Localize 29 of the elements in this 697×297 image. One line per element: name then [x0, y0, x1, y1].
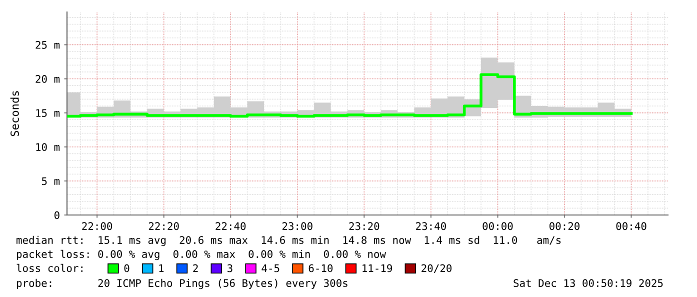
legend-label: 1: [159, 264, 164, 272]
text: median rtt: 15.1 ms avg 20.6 ms max 14.6 ms min 14.8 ms now 1.4 ms sd 11.0 am/s: [16, 236, 561, 246]
legend-label: 0: [124, 264, 130, 272]
x-tick-label: 00:40: [616, 222, 646, 230]
x-tick-label: 00:20: [549, 222, 580, 230]
legend-label: 4-5: [262, 264, 280, 272]
x-tick-label: 00:00: [482, 222, 513, 230]
y-tick-label: 25 m: [36, 40, 60, 49]
y-tick-label: 10 m: [36, 143, 60, 152]
legend-label: 11-19: [362, 264, 392, 272]
legend-title: loss color:: [16, 264, 82, 272]
x-tick-label: 22:20: [148, 222, 179, 230]
x-tick-label: 23:40: [416, 222, 446, 230]
legend-label: 2: [193, 264, 198, 272]
x-tick-label: 22:40: [216, 222, 246, 230]
y-tick-label: 0: [54, 211, 60, 220]
text: probe: 20 ICMP Echo Pings (56 Bytes) every 300s: [16, 278, 348, 290]
x-tick-label: 23:00: [282, 222, 312, 230]
legend-label: 3: [228, 264, 232, 272]
x-tick-label: 22:00: [82, 222, 112, 230]
legend-label: 6-10: [308, 264, 333, 272]
y-tick-label: 5 m: [42, 177, 60, 186]
text: packet loss: 0.00 % avg 0.00 % max 0.00 % min 0.00 % now: [16, 250, 386, 260]
y-tick-label: 20 m: [36, 75, 60, 83]
legend-label: 20/20: [422, 264, 452, 273]
y-axis-title: Seconds: [10, 91, 19, 136]
x-tick-label: 23:20: [349, 222, 380, 230]
text: Sat Dec 13 00:50:19 2025: [514, 279, 663, 288]
y-tick-label: 15 m: [36, 109, 60, 117]
